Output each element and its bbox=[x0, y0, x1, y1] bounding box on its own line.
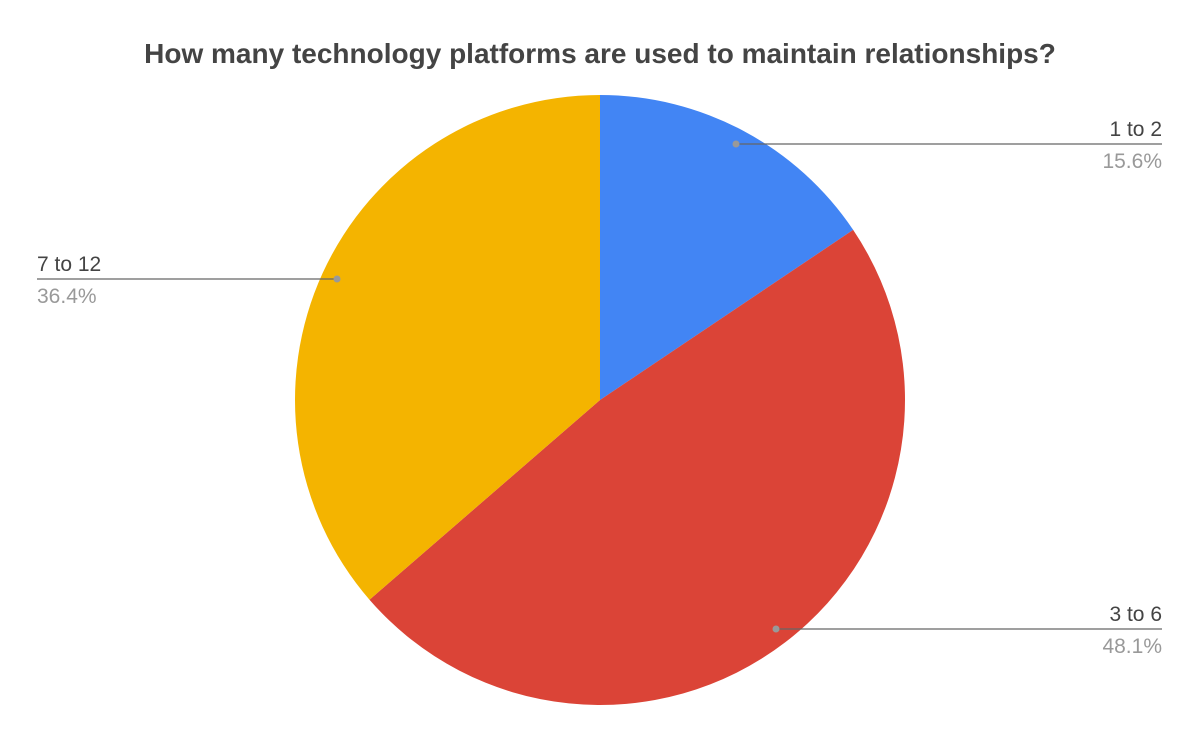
pie-slice-3-to-6 bbox=[369, 229, 906, 706]
pie-slice-1-to-2 bbox=[600, 95, 854, 400]
slice-label-7-to-12: 7 to 12 bbox=[37, 253, 101, 276]
leader-dot-3-to-6 bbox=[772, 625, 780, 633]
pie-labels: 1 to 2 15.6% 3 to 6 48.1% 7 to 12 36.4% bbox=[37, 118, 1162, 658]
pie-slice-7-to-12 bbox=[294, 94, 600, 600]
slice-label-1-to-2: 1 to 2 bbox=[1109, 118, 1162, 141]
pie-slices bbox=[294, 94, 906, 706]
chart-title: How many technology platforms are used t… bbox=[144, 38, 1056, 69]
slice-label-3-to-6: 3 to 6 bbox=[1109, 603, 1162, 626]
leader-dot-1-to-2 bbox=[732, 140, 740, 148]
leader-dot-7-to-12 bbox=[333, 275, 341, 283]
slice-percent-3-to-6: 48.1% bbox=[1102, 635, 1162, 658]
slice-percent-7-to-12: 36.4% bbox=[37, 285, 97, 308]
slice-percent-1-to-2: 15.6% bbox=[1102, 150, 1162, 173]
